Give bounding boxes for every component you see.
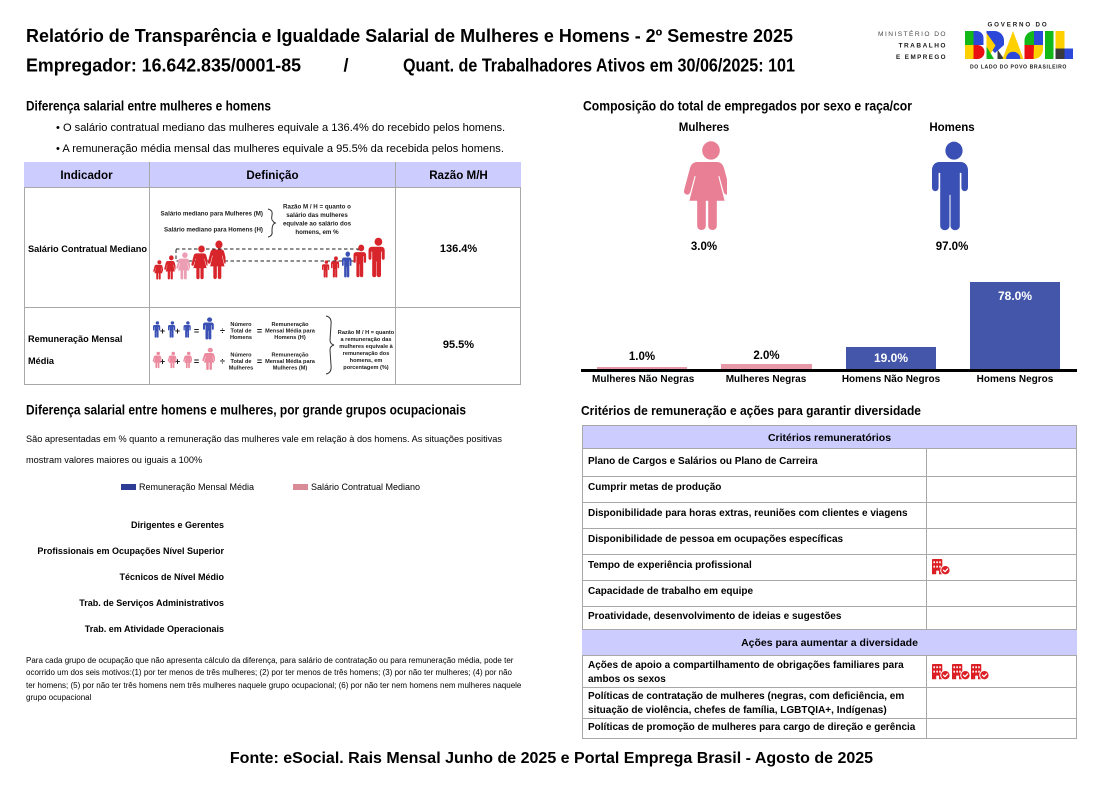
svg-text:DO LADO DO POVO BRASILEIRO: DO LADO DO POVO BRASILEIRO	[970, 65, 1067, 71]
svg-text:homens, em: homens, em	[350, 358, 383, 364]
svg-text:E EMPREGO: E EMPREGO	[896, 54, 947, 61]
svg-text:÷: ÷	[220, 357, 225, 367]
svg-text:Razão M / H = quanto o: Razão M / H = quanto o	[283, 204, 351, 211]
svg-text:Quant. de Trabalhadores Ativos: Quant. de Trabalhadores Ativos em 30/06/…	[403, 56, 795, 76]
svg-text:Mulheres: Mulheres	[229, 366, 254, 372]
svg-text:equivale ao salário dos: equivale ao salário dos	[283, 221, 352, 228]
svg-text:Empregador: 16.642.835/0001-85: Empregador: 16.642.835/0001-85	[26, 56, 301, 76]
svg-text:Total de: Total de	[230, 359, 251, 365]
svg-text:÷: ÷	[220, 326, 225, 336]
svg-text:=: =	[257, 357, 262, 367]
svg-text:+: +	[175, 326, 180, 336]
svg-text:TRABALHO: TRABALHO	[899, 42, 948, 49]
svg-text:+: +	[160, 357, 165, 367]
svg-text:homens, em %: homens, em %	[295, 229, 339, 236]
svg-text:Salário mediano para Homens (H: Salário mediano para Homens (H)	[164, 227, 263, 234]
svg-text:Critérios de remuneração e açõ: Critérios de remuneração e ações para ga…	[581, 403, 921, 418]
svg-text:MINISTÉRIO DO: MINISTÉRIO DO	[878, 31, 947, 38]
svg-text:+: +	[175, 357, 180, 367]
svg-text:Relatório de Transparência e I: Relatório de Transparência e Igualdade S…	[26, 26, 793, 46]
svg-text:porcentagem (%): porcentagem (%)	[343, 365, 389, 371]
svg-text:Total de: Total de	[230, 329, 251, 335]
svg-text:+: +	[160, 326, 165, 336]
svg-text:Salário mediano para Mulheres: Salário mediano para Mulheres (M)	[161, 211, 263, 218]
svg-text:=: =	[194, 326, 199, 336]
svg-text:Homens (H): Homens (H)	[274, 335, 306, 341]
svg-text:=: =	[194, 357, 199, 367]
svg-text:Mulheres (M): Mulheres (M)	[273, 366, 308, 372]
svg-text:Número: Número	[230, 353, 252, 359]
svg-text:salário das mulheres: salário das mulheres	[286, 212, 348, 219]
svg-text:/: /	[343, 56, 348, 76]
svg-text:mulheres equivale à: mulheres equivale à	[339, 344, 393, 350]
svg-text:=: =	[257, 326, 262, 336]
svg-text:Homens: Homens	[230, 335, 252, 341]
svg-text:Diferença salarial entre homen: Diferença salarial entre homens e mulher…	[26, 403, 466, 418]
svg-text:Remuneração: Remuneração	[272, 353, 310, 359]
svg-text:Remuneração: Remuneração	[272, 322, 310, 328]
svg-text:Mensal Média para: Mensal Média para	[265, 329, 316, 335]
svg-text:Mensal Média para: Mensal Média para	[265, 359, 316, 365]
svg-text:a remuneração das: a remuneração das	[341, 337, 392, 343]
svg-text:remuneração dos: remuneração dos	[343, 351, 390, 357]
svg-text:GOVERNO DO: GOVERNO DO	[988, 22, 1049, 29]
svg-text:Razão M / H = quanto: Razão M / H = quanto	[338, 330, 395, 336]
svg-text:Composição do total de emprega: Composição do total de empregados por se…	[583, 99, 913, 114]
svg-text:Número: Número	[230, 322, 252, 328]
svg-text:Diferença salarial entre mulhe: Diferença salarial entre mulheres e home…	[26, 99, 271, 114]
